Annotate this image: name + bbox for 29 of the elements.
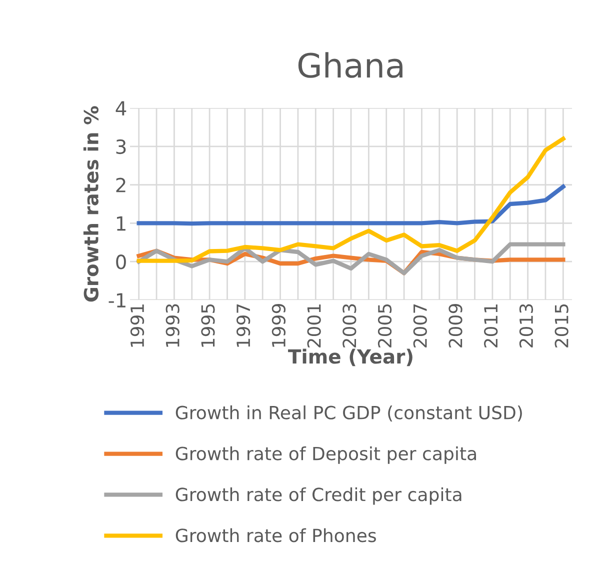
y-tick-label: 0	[116, 254, 126, 270]
legend-label: Growth in Real PC GDP (constant USD)	[176, 405, 522, 422]
y-tick-label: 2	[116, 178, 126, 192]
x-tick-label: 2005	[378, 304, 392, 348]
x-tick-label: 1991	[130, 304, 144, 347]
x-tick-label: 1993	[166, 304, 180, 347]
chart-title: Ghana	[298, 52, 402, 78]
x-axis-title: Time (Year)	[288, 348, 412, 366]
x-tick-label: 1997	[236, 304, 250, 347]
y-tick-label: 4	[116, 101, 126, 116]
y-tick-label: -1	[108, 293, 126, 308]
x-tick-label: 2009	[448, 304, 462, 348]
legend-label: Growth rate of Phones	[176, 528, 376, 542]
x-tick-label: 2013	[519, 304, 534, 348]
y-tick-label: 1	[116, 216, 126, 231]
x-tick-label: 2015	[554, 304, 568, 348]
line-series	[136, 136, 566, 263]
y-axis-title: Growth rates in %	[83, 106, 99, 302]
x-tick-label: 2011	[484, 304, 498, 348]
x-tick-label: 1999	[272, 304, 286, 347]
line-series	[136, 242, 566, 276]
line-series	[136, 184, 566, 226]
x-tick-label: 2003	[342, 304, 356, 348]
legend-label: Growth rate of Deposit per capita	[176, 446, 476, 464]
x-tick-label: 1995	[201, 304, 215, 347]
legend-label: Growth rate of Credit per capita	[176, 487, 462, 505]
y-tick-label: 3	[116, 139, 126, 154]
x-tick-label: 2001	[307, 304, 321, 348]
x-tick-label: 2007	[413, 304, 427, 348]
